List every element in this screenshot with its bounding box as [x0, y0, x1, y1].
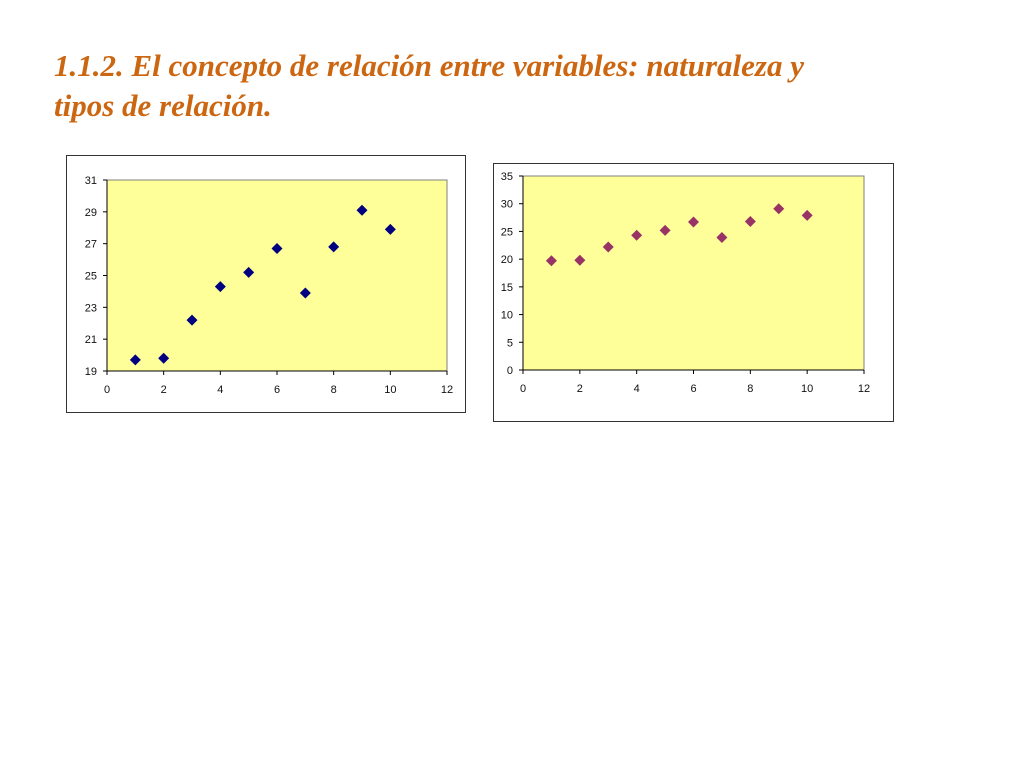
left-chart-data-point — [129, 354, 141, 366]
left-chart-x-tick-label: 6 — [274, 384, 280, 396]
left-chart-y-tick-label: 31 — [85, 175, 97, 187]
scatter-chart-left: 19 21 23 25 27 29 31 0 2 4 6 8 10 12 — [66, 155, 466, 413]
left-chart-y-tick-label: 21 — [85, 334, 97, 346]
right-chart-data-point — [688, 216, 699, 228]
right-chart-plot-area — [522, 175, 865, 371]
right-chart-y-tick-label: 15 — [501, 282, 513, 294]
left-chart-x-tick-label: 8 — [331, 384, 337, 396]
left-chart-y-tick-label: 25 — [85, 271, 97, 283]
right-chart-x-tick-label: 4 — [634, 383, 640, 395]
right-chart-x-tick-label: 8 — [747, 383, 753, 395]
left-chart-data-point — [356, 204, 368, 216]
right-chart-x-tick-label: 0 — [520, 383, 526, 395]
left-chart-data-point — [158, 352, 170, 364]
right-chart-data-point — [574, 254, 586, 266]
right-chart-data-point — [773, 203, 785, 215]
left-chart-plot-area — [106, 179, 448, 372]
right-chart-data-point — [801, 209, 813, 221]
slide-title: 1.1.2. El concepto de relación entre var… — [54, 46, 954, 126]
left-chart-data-point — [186, 314, 198, 326]
left-chart-x-tick-label: 10 — [384, 384, 396, 396]
right-chart-data-point — [631, 229, 643, 241]
left-chart-y-tick-label: 23 — [85, 302, 97, 314]
left-chart-y-tick-label: 27 — [85, 239, 97, 251]
left-chart-data-point — [299, 287, 311, 299]
left-chart-data-point — [243, 266, 255, 278]
left-chart-y-tick-label: 19 — [85, 366, 97, 378]
right-chart-y-tick-label: 25 — [501, 226, 513, 238]
left-chart-data-point — [328, 241, 340, 253]
slide-title-line1: 1.1.2. El concepto de relación entre var… — [54, 48, 804, 83]
left-chart-data-point — [271, 242, 283, 254]
left-chart-x-tick-label: 0 — [104, 384, 110, 396]
right-chart-y-tick-label: 5 — [507, 337, 513, 349]
right-chart-y-tick-label: 0 — [507, 365, 513, 377]
right-chart-data-point — [545, 255, 557, 267]
right-chart-y-tick-label: 35 — [501, 171, 513, 183]
left-chart-y-tick-label: 29 — [85, 207, 97, 219]
left-chart-x-tick-label: 4 — [217, 384, 223, 396]
right-chart-data-point — [659, 224, 671, 236]
left-chart-x-tick-label: 12 — [441, 384, 453, 396]
left-chart-x-tick-label: 2 — [161, 384, 167, 396]
scatter-chart-right: 0 5 10 15 20 25 30 35 0 2 4 6 8 10 12 — [493, 163, 894, 422]
scatter-chart-left-svg: 19 21 23 25 27 29 31 0 2 4 6 8 10 12 — [85, 175, 453, 396]
slide-title-line2: tipos de relación. — [54, 88, 272, 123]
right-chart-y-tick-label: 20 — [501, 254, 513, 266]
right-chart-data-point — [716, 232, 728, 244]
right-chart-x-tick-label: 10 — [801, 383, 813, 395]
right-chart-y-tick-label: 10 — [501, 310, 513, 322]
left-chart-data-point — [384, 223, 396, 235]
right-chart-x-tick-label: 2 — [577, 383, 583, 395]
right-chart-x-tick-label: 6 — [690, 383, 696, 395]
scatter-chart-right-svg: 0 5 10 15 20 25 30 35 0 2 4 6 8 10 12 — [501, 171, 870, 395]
right-chart-data-point — [602, 241, 614, 253]
right-chart-data-point — [744, 215, 756, 227]
left-chart-data-point — [214, 281, 226, 293]
right-chart-x-tick-label: 12 — [858, 383, 870, 395]
right-chart-y-tick-label: 30 — [501, 199, 513, 211]
